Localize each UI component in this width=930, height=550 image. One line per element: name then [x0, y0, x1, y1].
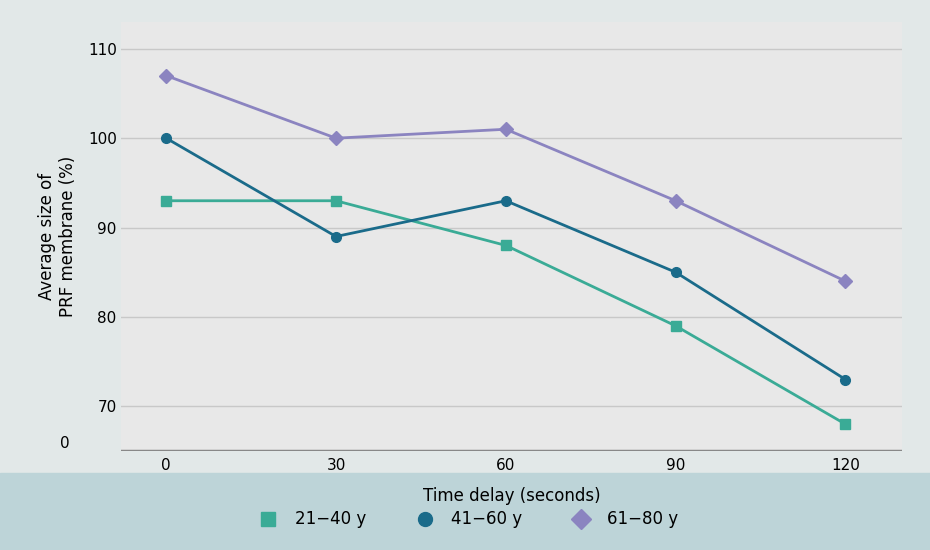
- Line: 21−40 y: 21−40 y: [161, 196, 850, 429]
- X-axis label: Time delay (seconds): Time delay (seconds): [423, 487, 600, 505]
- 21−40 y: [671, 322, 682, 329]
- 41−60 y: [161, 135, 172, 141]
- Text: 0: 0: [60, 436, 70, 451]
- 61−80 y: [500, 126, 512, 133]
- 61−80 y: [161, 72, 172, 79]
- Y-axis label: Average size of
PRF membrane (%): Average size of PRF membrane (%): [38, 156, 77, 317]
- 41−60 y: [840, 376, 851, 383]
- 21−40 y: [500, 242, 512, 249]
- 21−40 y: [840, 421, 851, 427]
- 41−60 y: [330, 233, 341, 240]
- 21−40 y: [161, 197, 172, 204]
- 61−80 y: [840, 278, 851, 284]
- Line: 41−60 y: 41−60 y: [161, 133, 850, 384]
- 61−80 y: [671, 197, 682, 204]
- Line: 61−80 y: 61−80 y: [161, 71, 850, 286]
- 41−60 y: [671, 269, 682, 276]
- 21−40 y: [330, 197, 341, 204]
- Legend: 21−40 y, 41−60 y, 61−80 y: 21−40 y, 41−60 y, 61−80 y: [238, 497, 692, 542]
- 61−80 y: [330, 135, 341, 141]
- 41−60 y: [500, 197, 512, 204]
